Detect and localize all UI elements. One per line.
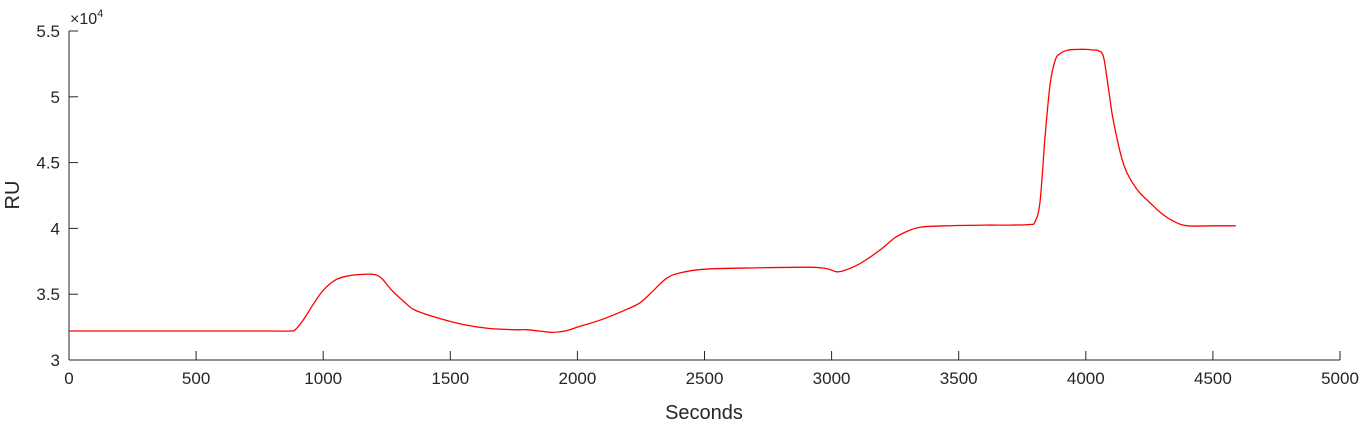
x-tick-label: 1000: [304, 369, 342, 388]
y-tick-label: 5: [51, 88, 60, 107]
series-line: [69, 48, 1236, 334]
x-axis-label: Seconds: [665, 402, 743, 424]
x-tick-label: 2500: [686, 369, 724, 388]
y-tick-label: 4: [51, 219, 60, 238]
x-tick-label: 3500: [940, 369, 978, 388]
y-axis-multiplier: ×104: [70, 8, 103, 28]
y-tick-label: 5.5: [36, 22, 60, 41]
x-tick-label: 2000: [558, 369, 596, 388]
x-tick-label: 0: [64, 369, 73, 388]
series-layer: [69, 48, 1236, 334]
x-tick-label: 5000: [1321, 369, 1359, 388]
axis-ticks: 0 500 1000 1500 2000 2500 3000 3500 4000 4500 5000…: [36, 22, 1359, 388]
plot-axes: [68, 31, 1340, 361]
y-tick-label: 3: [51, 351, 60, 370]
x-tick-label: 1500: [431, 369, 469, 388]
x-tick-label: 4000: [1067, 369, 1105, 388]
y-tick-label: 4.5: [36, 154, 60, 173]
plot-area: [69, 31, 1340, 360]
y-tick-label: 3.5: [36, 285, 60, 304]
x-tick-label: 500: [182, 369, 210, 388]
y-axis-label: RU: [2, 181, 24, 210]
x-tick-label: 3000: [813, 369, 851, 388]
x-tick-label: 4500: [1194, 369, 1232, 388]
